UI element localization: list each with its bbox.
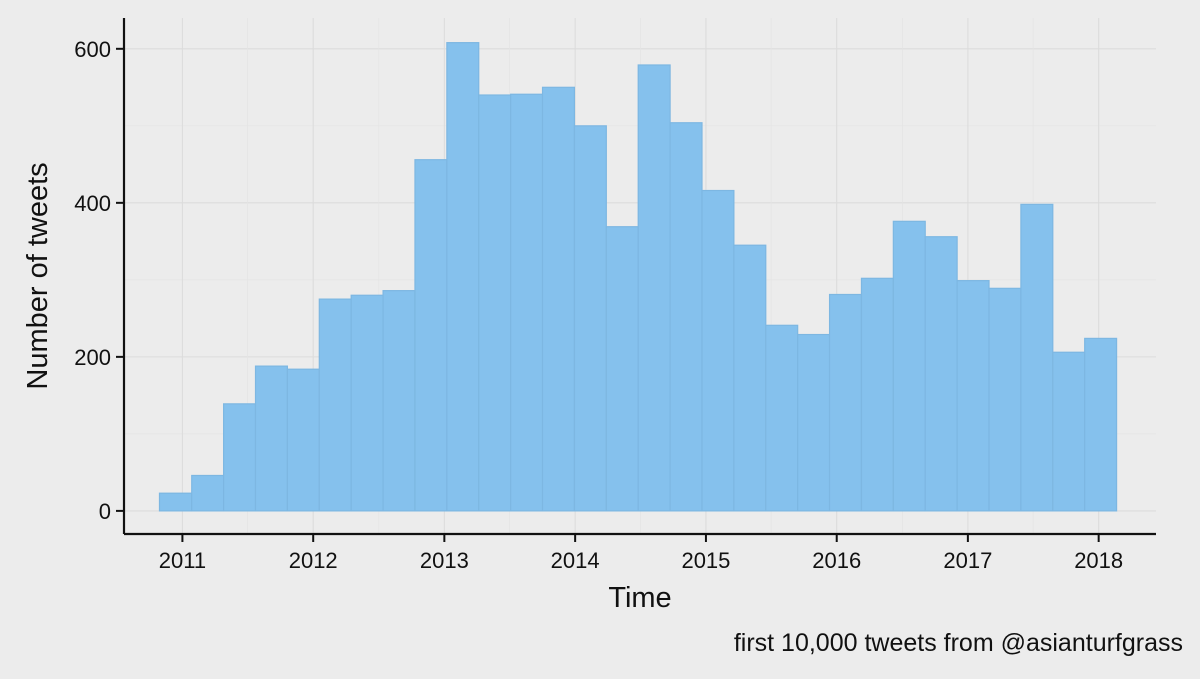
histogram-bars <box>158 42 1118 512</box>
x-tick-label: 2012 <box>289 548 338 573</box>
x-tick-label: 2017 <box>943 548 992 573</box>
histogram-bar <box>860 277 894 512</box>
histogram-bar <box>382 290 416 512</box>
y-tick-label: 200 <box>74 345 111 370</box>
x-axis-title: Time <box>608 582 671 614</box>
histogram-bar <box>158 492 193 512</box>
histogram-bar <box>191 474 225 512</box>
histogram-bar <box>605 226 639 512</box>
y-tick-label: 600 <box>74 37 111 62</box>
histogram-bar <box>1020 203 1054 512</box>
y-axis-ticks: 0 200 400 600 <box>74 37 124 524</box>
histogram-bar <box>350 294 384 512</box>
histogram-bar <box>733 244 767 512</box>
y-tick-label: 400 <box>74 191 111 216</box>
histogram-bar <box>828 293 863 512</box>
histogram-bar <box>414 159 448 512</box>
histogram-bar <box>573 125 607 512</box>
chart-caption: first 10,000 tweets from @asianturfgrass <box>734 629 1183 657</box>
histogram-bar <box>318 298 352 512</box>
histogram-bar <box>956 280 990 512</box>
histogram-bar <box>1052 351 1086 512</box>
y-tick-label: 0 <box>99 499 111 524</box>
histogram-bar <box>701 189 735 512</box>
y-axis-title: Number of tweets <box>22 162 54 389</box>
histogram-bar <box>446 42 480 512</box>
histogram-bar <box>637 64 671 512</box>
histogram-bar <box>478 94 512 512</box>
histogram-bar <box>892 220 926 512</box>
histogram-bar <box>765 324 799 512</box>
axes <box>122 18 1156 536</box>
x-tick-label: 2016 <box>812 548 861 573</box>
x-tick-label: 2011 <box>159 548 206 573</box>
histogram-bar <box>988 287 1022 512</box>
histogram-bar <box>1084 337 1118 512</box>
x-tick-label: 2014 <box>551 548 600 573</box>
x-tick-label: 2015 <box>681 548 730 573</box>
histogram-bar <box>286 368 320 512</box>
x-axis-ticks: 2011 2012 2013 2014 2015 2016 2017 2018 <box>159 534 1123 573</box>
histogram-bar <box>510 93 544 512</box>
histogram-bar <box>669 122 703 512</box>
x-tick-label: 2018 <box>1074 548 1123 573</box>
histogram-bar <box>797 333 831 512</box>
x-tick-label: 2013 <box>420 548 469 573</box>
histogram-bar <box>924 236 958 512</box>
histogram-bar <box>223 403 257 512</box>
histogram-bar <box>541 86 576 512</box>
histogram-bar <box>254 365 288 512</box>
